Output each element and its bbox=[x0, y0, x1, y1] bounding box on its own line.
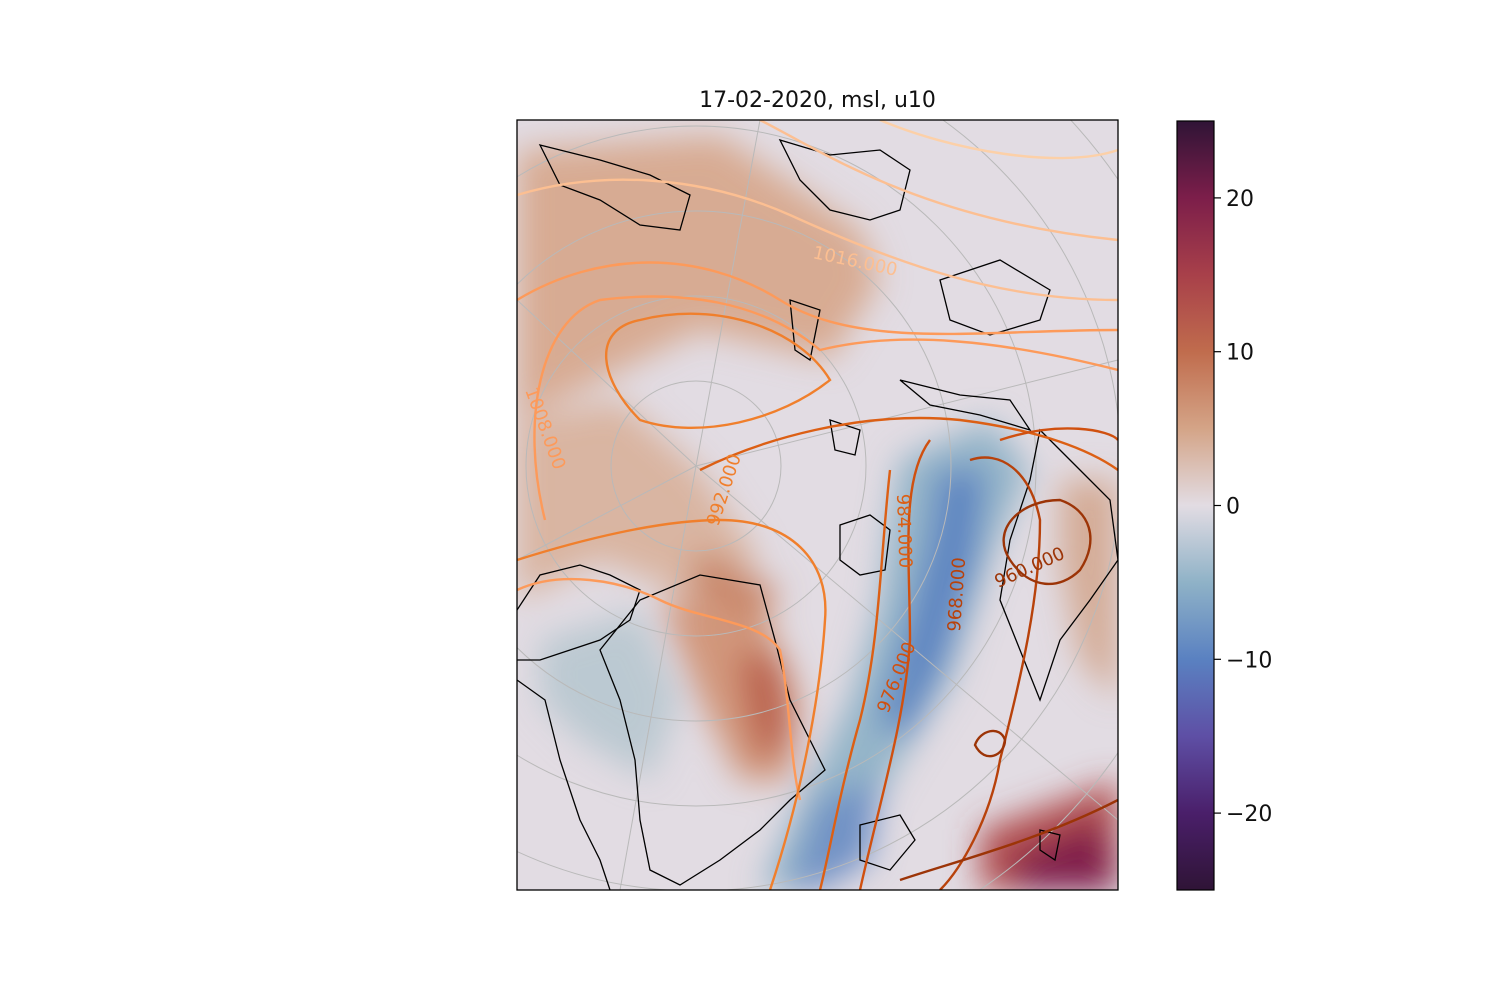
colorbar-tick-label: −20 bbox=[1226, 802, 1272, 827]
colorbar-tick-label: −10 bbox=[1226, 648, 1272, 673]
coastline-franz-josef bbox=[829, 419, 861, 456]
colorbar-tick-label: 0 bbox=[1226, 495, 1240, 520]
field-patch-positive-east bbox=[1060, 480, 1118, 700]
meridian-line bbox=[619, 465, 697, 890]
contour-952-south bbox=[899, 798, 1118, 882]
coastline-alaska bbox=[538, 144, 691, 231]
plot-title: 17-02-2020, msl, u10 bbox=[699, 88, 936, 113]
coastline-baffin bbox=[517, 679, 611, 890]
contour-960-b bbox=[973, 729, 1007, 758]
graticule bbox=[517, 120, 1118, 890]
map-border bbox=[516, 119, 1119, 891]
contour-984 bbox=[699, 416, 1118, 472]
contour-label-968: 968.000 bbox=[944, 557, 970, 633]
latitude-circle bbox=[525, 295, 867, 637]
meridian-line bbox=[695, 359, 1118, 467]
contour-960 bbox=[1002, 498, 1092, 585]
contour-1008-b bbox=[533, 295, 1118, 521]
coastline-scandinavia bbox=[999, 428, 1118, 702]
latitude-circle bbox=[610, 380, 782, 552]
latitude-circle bbox=[517, 125, 1037, 807]
coastline-siberia bbox=[939, 259, 1051, 336]
coastline-svalbard bbox=[839, 514, 891, 576]
colorbar-ticks: 20 10 0 −10 −20 bbox=[1214, 187, 1272, 827]
coastline-kara bbox=[789, 299, 821, 362]
coastline-canadian-archipelago bbox=[517, 564, 641, 661]
contour-1008 bbox=[517, 261, 1118, 336]
contour-976 bbox=[858, 439, 931, 890]
field-patch-positive-west bbox=[517, 400, 760, 600]
meridian-line bbox=[517, 465, 697, 561]
coastlines bbox=[517, 138, 1118, 890]
contour-1016-c bbox=[879, 120, 1118, 160]
field-patch-negative-south bbox=[790, 780, 880, 890]
field-patch-positive-southeast-core bbox=[1010, 820, 1118, 890]
contour-1016-b bbox=[759, 120, 1118, 242]
coastline-east-siberia bbox=[778, 138, 911, 221]
contour-976-b bbox=[999, 427, 1118, 442]
field-patch-positive-ridge bbox=[690, 550, 780, 620]
meridian-line bbox=[695, 465, 1118, 821]
field-patch-negative-west bbox=[540, 610, 680, 780]
contour-1008-c bbox=[517, 577, 802, 801]
contour-label-984: 984.000 bbox=[892, 493, 916, 568]
colorbar-bar bbox=[1176, 120, 1215, 891]
coastline-uk bbox=[1039, 829, 1061, 862]
field-patch-positive-greenland-core bbox=[740, 650, 790, 760]
coastline-novaya-zemlya bbox=[899, 379, 1032, 432]
msl-contours bbox=[517, 120, 1118, 890]
contour-1016 bbox=[517, 178, 1118, 302]
meridian-line bbox=[517, 299, 697, 467]
contour-992 bbox=[604, 312, 832, 430]
colorbar-tick-label: 10 bbox=[1226, 341, 1254, 366]
coastline-greenland bbox=[599, 574, 826, 886]
contour-968 bbox=[939, 456, 1042, 890]
coastline-iceland bbox=[859, 814, 916, 871]
contour-992-b bbox=[517, 518, 827, 890]
contour-984-b bbox=[818, 469, 892, 890]
latitude-circle bbox=[517, 210, 952, 722]
meridian-line bbox=[695, 120, 761, 467]
colorbar-tick-label: 20 bbox=[1226, 187, 1254, 212]
